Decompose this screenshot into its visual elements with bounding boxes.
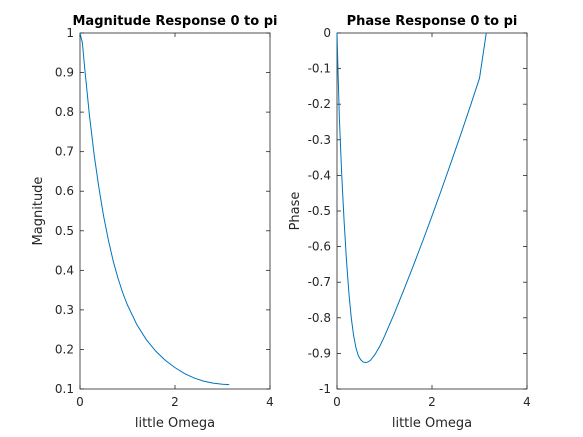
magnitude-title: Magnitude Response 0 to pi [73,14,278,29]
phase-title: Phase Response 0 to pi [347,14,518,29]
magnitude-y-tick-label: 0.7 [55,145,74,159]
magnitude-y-tick-label: 0.5 [55,224,74,238]
magnitude-plot-box [80,33,270,389]
magnitude-y-tick-label: 0.9 [55,66,74,80]
phase-y-tick-label: -0.2 [308,97,331,111]
phase-x-axis-label: little Omega [392,416,472,431]
phase-y-tick-label: -0.3 [308,133,331,147]
phase-y-axis-label: Phase [288,192,303,231]
phase-plot-box [337,33,527,389]
phase-y-tick-label: -1 [319,382,331,396]
magnitude-x-axis-label: little Omega [135,416,215,431]
magnitude-x-tick-label: 0 [76,395,84,409]
phase-x-tick-label: 2 [428,395,436,409]
phase-axes: 0 2 4 -1 -0.9 -0.8 -0.7 -0.6 -0.5 -0.4 -0.3 -0.2 -0.… [288,14,531,431]
magnitude-y-tick-label: 0.8 [55,105,74,119]
magnitude-y-tick-label: 0.2 [55,342,74,356]
magnitude-x-tick-label: 4 [266,395,274,409]
phase-y-tick-label: -0.4 [308,168,331,182]
phase-y-tick-label: -0.9 [308,346,331,360]
magnitude-y-tick-label: 0.3 [55,303,74,317]
phase-y-tick-label: -0.6 [308,240,331,254]
phase-y-tick-label: -0.1 [308,62,331,76]
magnitude-axes: 0 2 40.10.20.30.40.50.60.70.80.91Magnitude… [31,14,278,431]
phase-y-tick-label: -0.8 [308,311,331,325]
magnitude-y-axis-label: Magnitude [31,177,46,246]
phase-y-tick-label: 0 [323,26,331,40]
phase-x-tick-label: 4 [523,395,531,409]
magnitude-y-tick-label: 0.4 [55,263,74,277]
magnitude-y-tick-label: 0.6 [55,184,74,198]
phase-y-tick-label: -0.5 [308,204,331,218]
phase-y-tick-label: -0.7 [308,275,331,289]
magnitude-x-tick-label: 2 [171,395,179,409]
magnitude-y-tick-label: 0.1 [55,382,74,396]
phase-x-tick-label: 0 [333,395,341,409]
